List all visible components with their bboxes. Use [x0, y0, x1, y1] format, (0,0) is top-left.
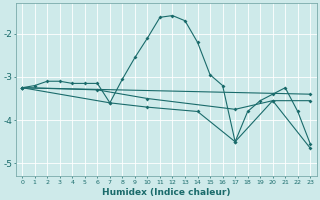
X-axis label: Humidex (Indice chaleur): Humidex (Indice chaleur)	[102, 188, 230, 197]
